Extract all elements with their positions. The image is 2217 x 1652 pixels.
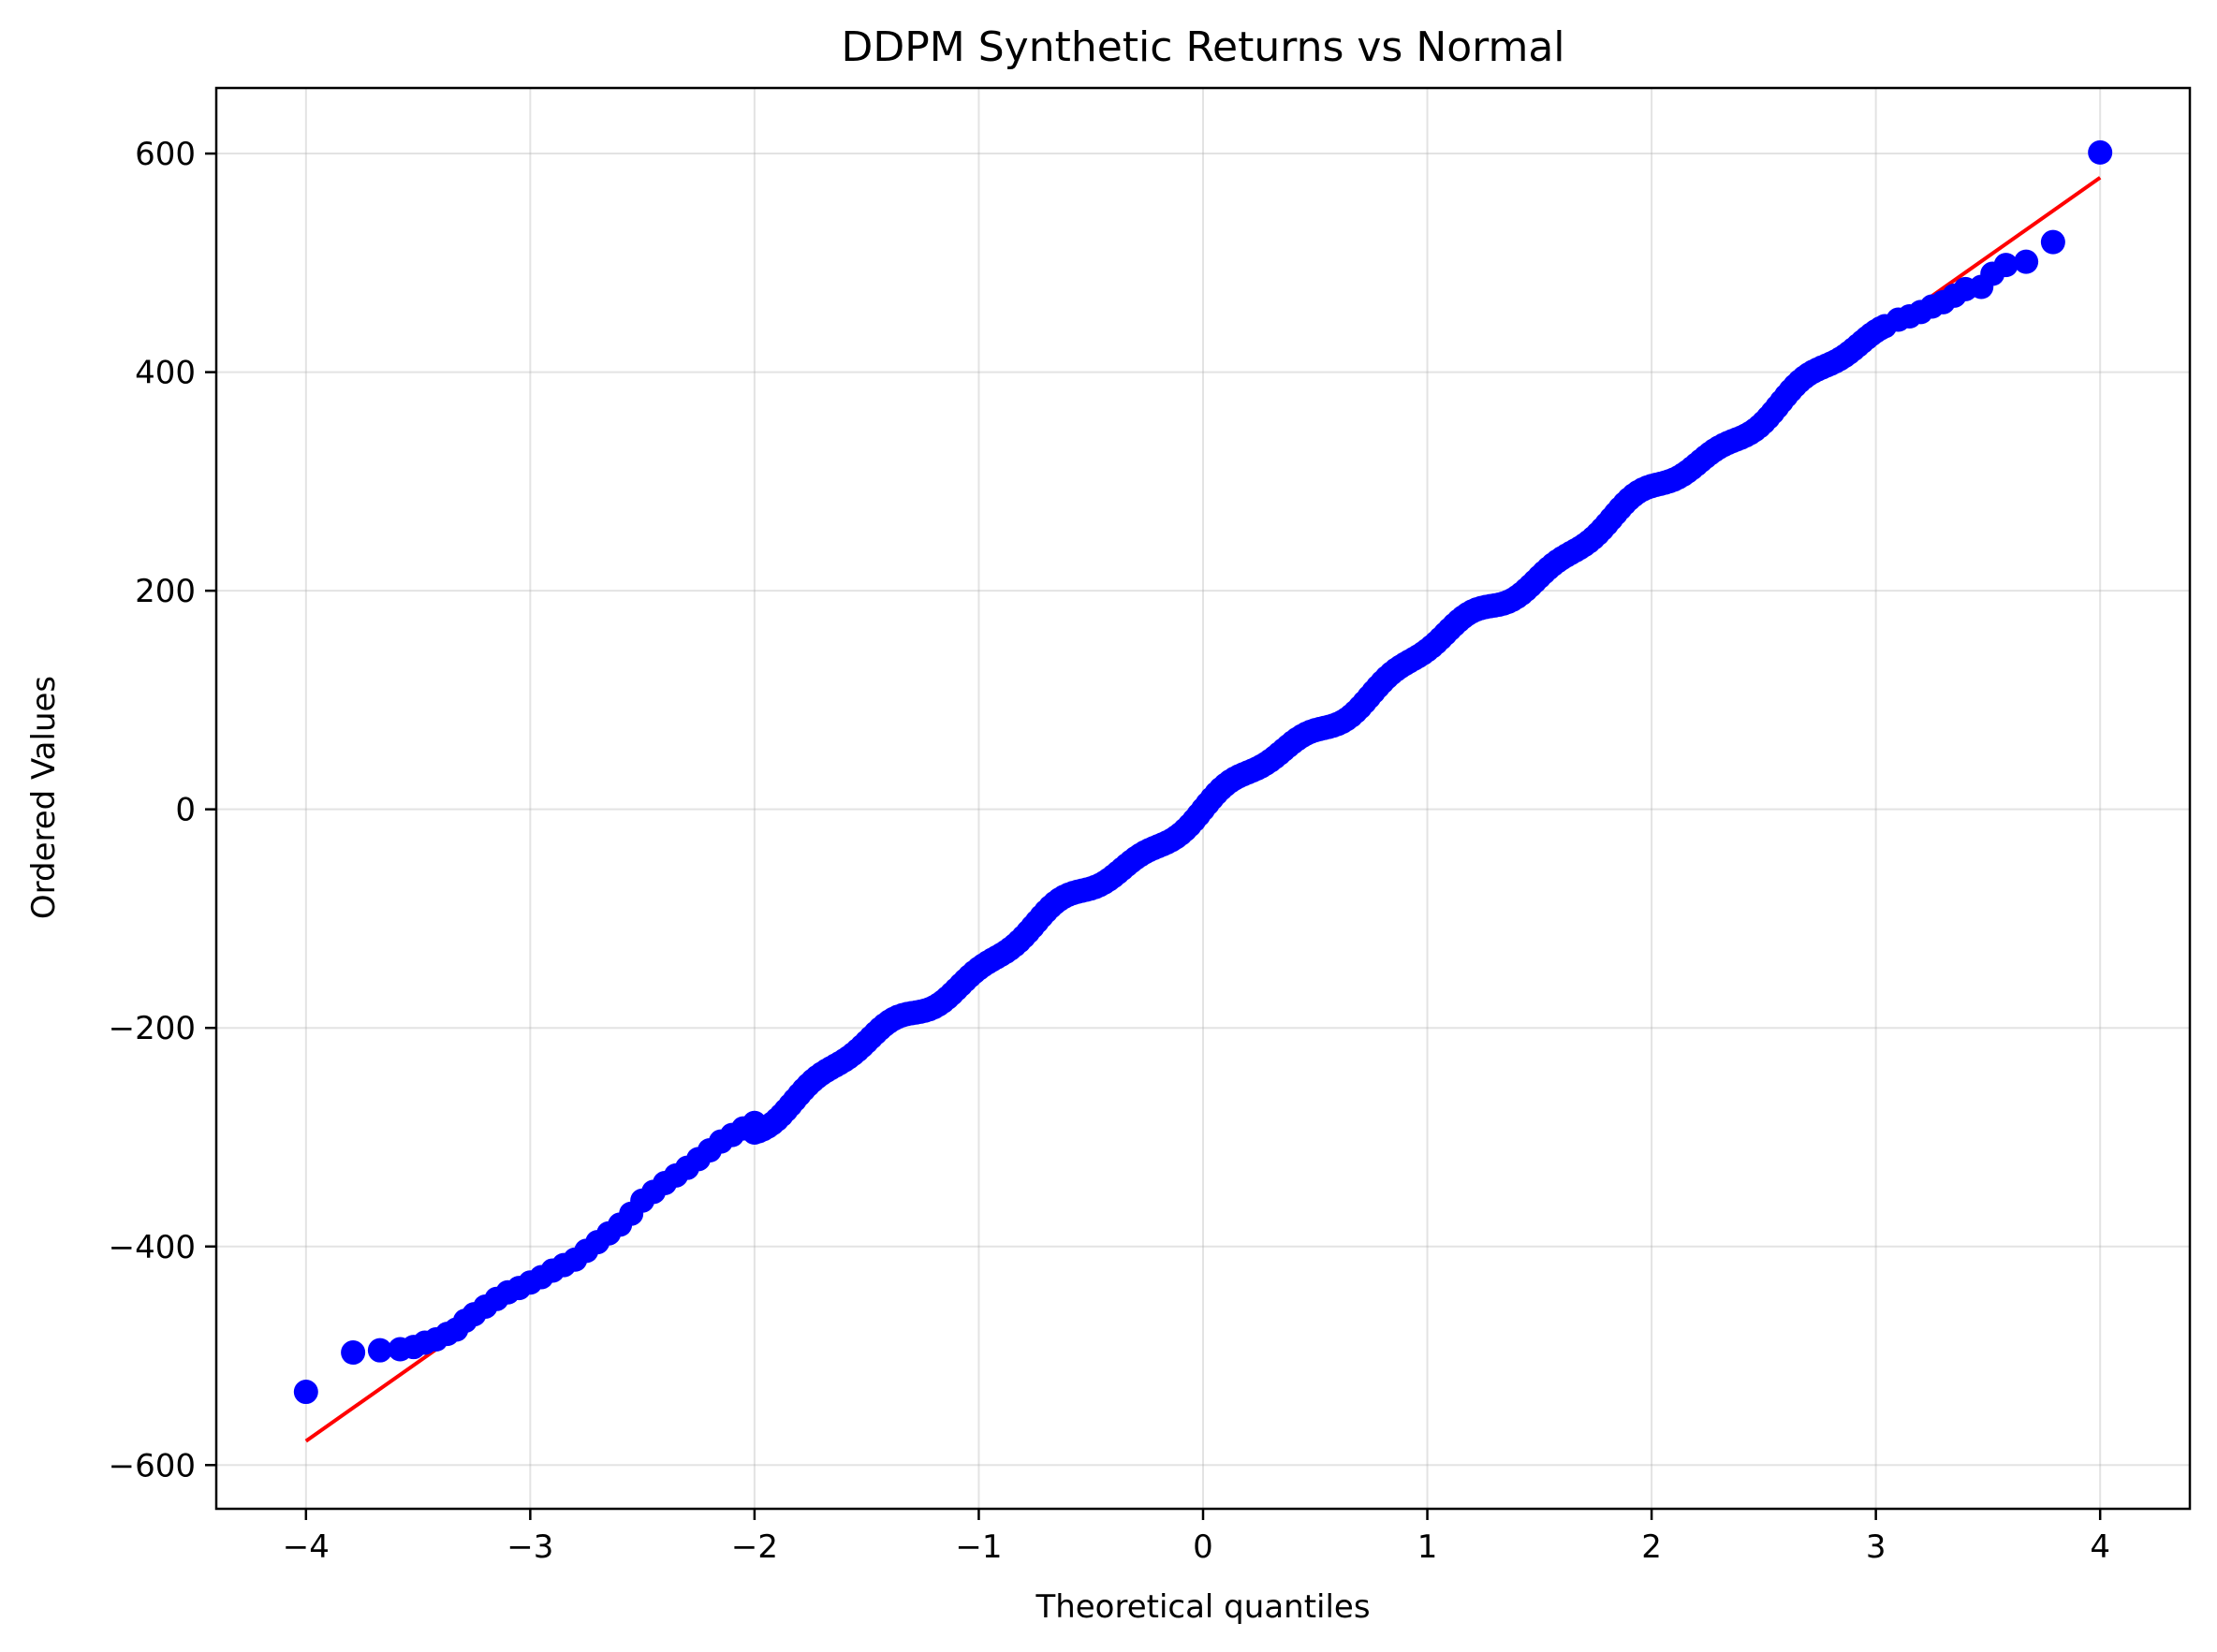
- y-tick-label: −200: [109, 1010, 196, 1047]
- y-axis-label: Ordered Values: [25, 676, 63, 919]
- data-point: [1993, 253, 2019, 278]
- y-axis-ticks: −600 −400 −200 0 200 400 600: [109, 136, 216, 1484]
- y-tick-label: −400: [109, 1229, 196, 1266]
- data-point: [2088, 139, 2113, 165]
- x-tick-label: 0: [1193, 1528, 1213, 1566]
- data-points: [293, 139, 2113, 1405]
- x-tick-label: −2: [731, 1528, 778, 1566]
- data-point: [741, 1110, 767, 1135]
- data-point: [2014, 249, 2039, 274]
- x-tick-label: 4: [2090, 1528, 2110, 1566]
- data-point: [341, 1340, 366, 1366]
- x-tick-label: 1: [1417, 1528, 1438, 1566]
- x-axis-ticks: −4 −3 −2 −1 0 1 2 3 4: [283, 1509, 2110, 1566]
- data-point: [2040, 229, 2065, 255]
- y-tick-label: 200: [135, 573, 196, 610]
- y-tick-label: −600: [109, 1447, 196, 1484]
- y-tick-label: 400: [135, 355, 196, 392]
- data-point: [367, 1338, 392, 1363]
- x-tick-label: −3: [507, 1528, 553, 1566]
- chart-title: DDPM Synthetic Returns vs Normal: [841, 23, 1564, 71]
- y-tick-label: 600: [135, 136, 196, 173]
- data-point: [293, 1380, 318, 1405]
- x-axis-label: Theoretical quantiles: [1035, 1588, 1370, 1626]
- x-tick-label: −4: [283, 1528, 330, 1566]
- x-tick-label: −1: [955, 1528, 1002, 1566]
- x-tick-label: 3: [1866, 1528, 1887, 1566]
- y-tick-label: 0: [175, 792, 196, 829]
- x-tick-label: 2: [1641, 1528, 1662, 1566]
